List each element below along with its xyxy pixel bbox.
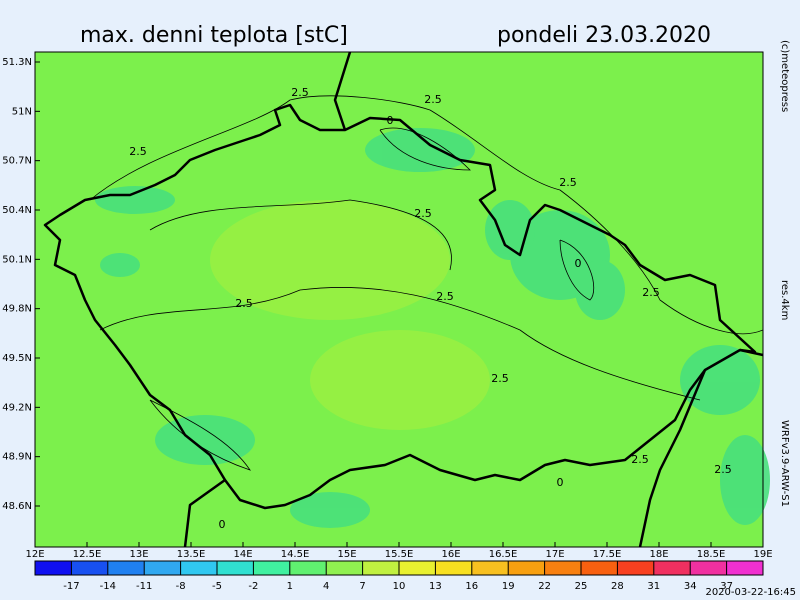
contour-label: 2.5 bbox=[642, 286, 660, 299]
lat-label: 51.3N bbox=[2, 57, 32, 68]
lat-label: 50.7N bbox=[2, 156, 32, 167]
lat-label: 49.8N bbox=[2, 304, 32, 315]
timestamp: 2020-03-22-16:45 bbox=[705, 587, 796, 598]
lon-label: 12.5E bbox=[73, 549, 102, 560]
colorbar-label: 16 bbox=[465, 581, 478, 592]
lon-label: 12E bbox=[25, 549, 44, 560]
lon-label: 16E bbox=[441, 549, 460, 560]
lat-label: 48.6N bbox=[2, 501, 32, 512]
lat-label: 49.2N bbox=[2, 402, 32, 413]
colorbar-label: -17 bbox=[63, 581, 79, 592]
colorbar-segment bbox=[362, 561, 400, 575]
colorbar-label: 13 bbox=[429, 581, 442, 592]
lon-label: 16.5E bbox=[489, 549, 518, 560]
lon-label: 14E bbox=[233, 549, 252, 560]
colorbar-label: 28 bbox=[611, 581, 624, 592]
colorbar-label: 34 bbox=[684, 581, 697, 592]
colorbar-label: 37 bbox=[720, 581, 733, 592]
colorbar-segment bbox=[217, 561, 254, 575]
colorbar-label: 19 bbox=[502, 581, 515, 592]
contour-label: 2.5 bbox=[414, 207, 432, 220]
contour-label: 0 bbox=[575, 257, 582, 270]
colorbar-segment bbox=[617, 561, 655, 575]
lon-label: 13.5E bbox=[177, 549, 206, 560]
colorbar-label: 22 bbox=[538, 581, 551, 592]
lon-label: 18E bbox=[649, 549, 668, 560]
colorbar-segment bbox=[435, 561, 473, 575]
contours bbox=[89, 95, 764, 471]
lon-label: 19E bbox=[753, 549, 772, 560]
colorbar-label: -14 bbox=[100, 581, 116, 592]
lon-label: 14.5E bbox=[281, 549, 310, 560]
colorbar-segment bbox=[253, 561, 291, 575]
colorbar-segment bbox=[508, 561, 546, 575]
colorbar-segment bbox=[107, 561, 145, 575]
contour-label: 2.5 bbox=[559, 176, 577, 189]
borders bbox=[43, 51, 764, 548]
copyright: (c)meteopress bbox=[779, 40, 790, 112]
colorbar-label: -11 bbox=[136, 581, 152, 592]
lon-label: 17E bbox=[545, 549, 564, 560]
contour-label: 2.5 bbox=[235, 297, 253, 310]
lat-label: 50.4N bbox=[2, 205, 32, 216]
map-area bbox=[34, 51, 770, 548]
colorbar-label: 25 bbox=[575, 581, 588, 592]
contour-label: 2.5 bbox=[631, 453, 649, 466]
colorbar-label: 1 bbox=[287, 581, 293, 592]
colorbar-label: -8 bbox=[176, 581, 186, 592]
date: pondeli 23.03.2020 bbox=[497, 23, 711, 48]
lat-label: 51N bbox=[12, 106, 32, 117]
colorbar-segment bbox=[544, 561, 582, 575]
lon-label: 15.5E bbox=[385, 549, 414, 560]
colorbar-segment bbox=[326, 561, 364, 575]
lat-label: 49.5N bbox=[2, 353, 32, 364]
model-name: WRFv3.9-ARW-S1 bbox=[779, 420, 790, 507]
lat-label: 48.9N bbox=[2, 452, 32, 463]
contour-label: 0 bbox=[387, 114, 394, 127]
colorbar-segment bbox=[399, 561, 436, 575]
contour-label: 0 bbox=[219, 518, 226, 531]
colorbar-segment bbox=[289, 561, 327, 575]
resolution: res.4km bbox=[779, 280, 790, 320]
cool-patches bbox=[95, 128, 770, 528]
contour-label: 2.5 bbox=[424, 93, 442, 106]
contour-label: 2.5 bbox=[491, 372, 509, 385]
contour-label: 2.5 bbox=[291, 86, 309, 99]
colorbar-label: 4 bbox=[323, 581, 329, 592]
lon-label: 15E bbox=[337, 549, 356, 560]
colorbar-label: 10 bbox=[393, 581, 406, 592]
colorbar-segment bbox=[726, 561, 764, 575]
colorbar-segment bbox=[144, 561, 182, 575]
contour-label: 2.5 bbox=[129, 145, 147, 158]
lat-label: 50.1N bbox=[2, 254, 32, 265]
dynamic-layer: 51.3N 51N 50.7N 50.4N 50.1N 49.8N 49.5N 49.2N 48… bbox=[2, 57, 772, 592]
colorbar-label: 31 bbox=[647, 581, 660, 592]
lon-label: 17.5E bbox=[593, 549, 622, 560]
colorbar-segment bbox=[71, 561, 109, 575]
colorbar-label: -2 bbox=[248, 581, 258, 592]
lon-label: 13E bbox=[129, 549, 148, 560]
colorbar-segment bbox=[471, 561, 509, 575]
contour-label: 0 bbox=[557, 476, 564, 489]
lon-label: 18.5E bbox=[697, 549, 726, 560]
contour-label: 2.5 bbox=[714, 463, 732, 476]
colorbar-segment bbox=[581, 561, 618, 575]
colorbar-label: 7 bbox=[359, 581, 365, 592]
colorbar-segment bbox=[35, 561, 72, 575]
colorbar-segment bbox=[180, 561, 218, 575]
colorbar-segment bbox=[653, 561, 691, 575]
title: max. denni teplota [stC] bbox=[80, 23, 348, 48]
colorbar-label: -5 bbox=[212, 581, 222, 592]
colorbar-segment bbox=[690, 561, 728, 575]
contour-label: 2.5 bbox=[436, 290, 454, 303]
warm-patches bbox=[210, 200, 490, 430]
